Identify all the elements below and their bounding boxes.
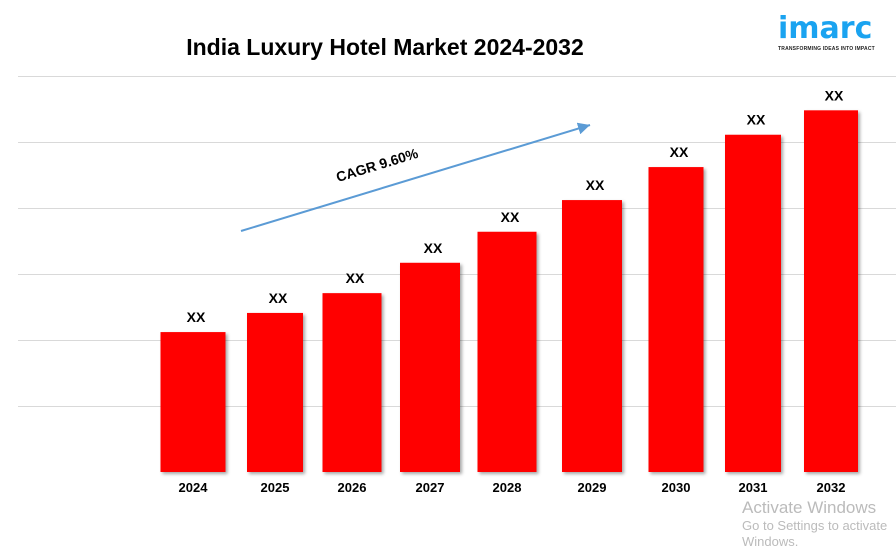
logo-tagline: TRANSFORMING IDEAS INTO IMPACT: [778, 46, 875, 52]
x-tick-2025: 2025: [261, 480, 290, 495]
bar-2032: [804, 110, 858, 472]
x-tick-2031: 2031: [739, 480, 768, 495]
bar-2031: [725, 134, 781, 473]
bar-2030: [648, 167, 704, 472]
x-tick-2029: 2029: [578, 480, 607, 495]
x-tick-2032: 2032: [817, 480, 846, 495]
bar-2024: [160, 332, 226, 472]
data-label-2030: XX: [670, 144, 689, 160]
data-label-2025: XX: [269, 290, 288, 306]
imarc-logo: imarc TRANSFORMING IDEAS INTO IMPACT: [778, 11, 878, 53]
bar-2029: [562, 200, 622, 472]
watermark-line2: Go to Settings to activate Windows.: [742, 518, 888, 549]
cagr-label: CAGR 9.60%: [334, 145, 420, 185]
logo-word: imarc: [778, 11, 873, 46]
x-tick-2030: 2030: [662, 480, 691, 495]
watermark: Activate Windows Go to Settings to activ…: [742, 498, 892, 550]
bar-2027: [400, 262, 460, 472]
x-tick-2024: 2024: [179, 480, 209, 495]
data-label-2027: XX: [424, 240, 443, 256]
data-label-2031: XX: [747, 112, 766, 128]
bar-2028: [477, 231, 537, 472]
bar-2026: [322, 293, 382, 472]
cagr-arrow: [240, 122, 591, 232]
data-label-2032: XX: [825, 87, 844, 103]
chart-title: India Luxury Hotel Market 2024-2032: [186, 34, 584, 60]
x-tick-2026: 2026: [338, 480, 367, 495]
x-tick-2028: 2028: [493, 480, 522, 495]
watermark-line1: Activate Windows: [742, 498, 877, 517]
bar-2025: [247, 312, 303, 472]
bar-chart: XX 2024 XX 2025 XX 2026 XX 2027 XX 2028 XX 2029 XX 20…: [18, 76, 896, 495]
data-label-2024: XX: [187, 309, 206, 325]
data-label-2026: XX: [346, 270, 365, 286]
data-label-2029: XX: [586, 177, 605, 193]
x-tick-2027: 2027: [416, 480, 445, 495]
data-label-2028: XX: [501, 209, 520, 225]
